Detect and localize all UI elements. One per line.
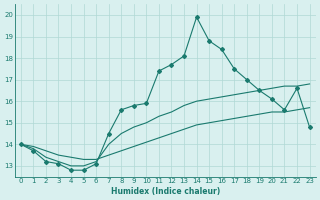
X-axis label: Humidex (Indice chaleur): Humidex (Indice chaleur) <box>111 187 220 196</box>
